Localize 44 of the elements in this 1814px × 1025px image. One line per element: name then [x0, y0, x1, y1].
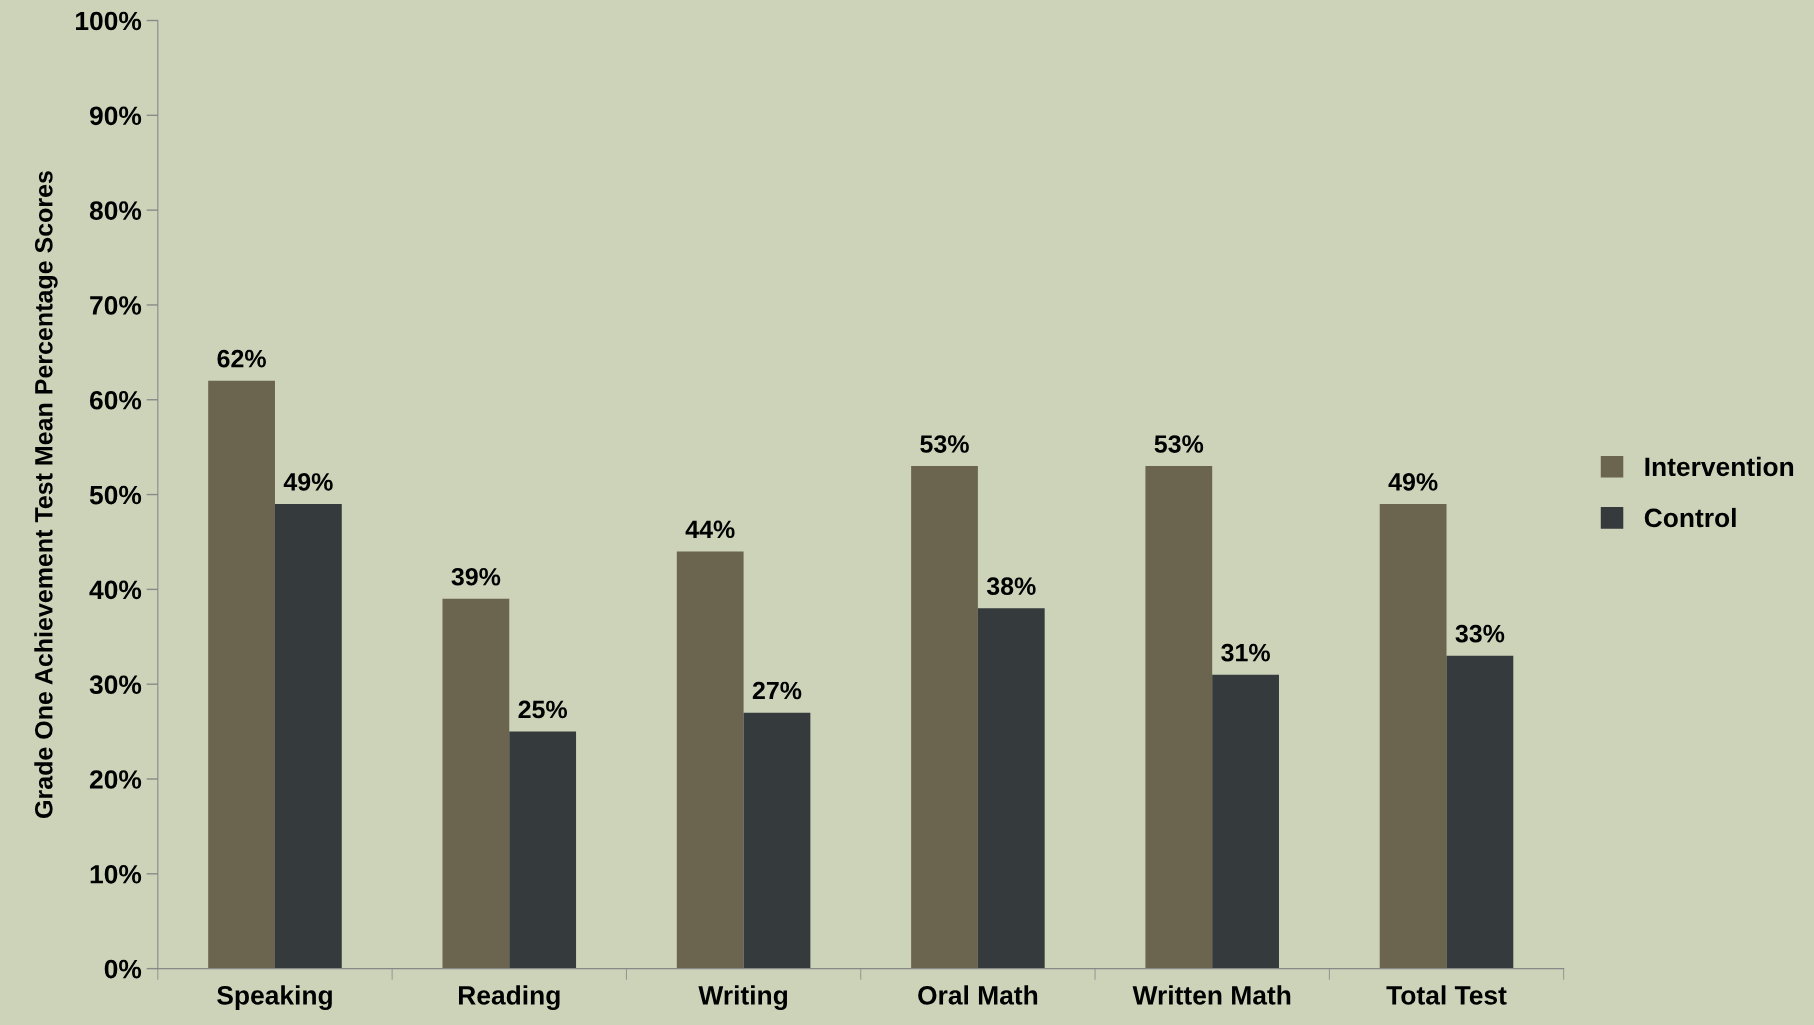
y-tick-label: 90%: [89, 106, 142, 126]
y-tick-label: 50%: [89, 485, 142, 505]
bar: [442, 598, 510, 969]
bar: [1145, 466, 1213, 969]
x-tick-label: Reading: [459, 985, 560, 1011]
text: 25%: [518, 700, 568, 719]
text: 39%: [451, 567, 501, 586]
y-tick-label: 0%: [104, 959, 142, 979]
text: 49%: [283, 473, 333, 491]
legend-label: Intervention: [1645, 456, 1794, 477]
text: 53%: [1154, 435, 1204, 453]
y-tick-label: 100%: [76, 11, 142, 31]
bar: [911, 466, 978, 969]
y-tick-label: 10%: [90, 864, 142, 884]
text: 31%: [1221, 643, 1270, 662]
text: 44%: [685, 520, 735, 539]
y-axis-title: Grade One Achievement Test Mean Percentage Scores: [34, 171, 58, 818]
y-tick-label: 20%: [89, 770, 142, 789]
y-tick-label: 40%: [89, 580, 142, 600]
text: 49%: [1388, 473, 1438, 491]
text: 38%: [986, 577, 1036, 596]
bar: [743, 712, 811, 969]
y-tick-label: 30%: [89, 675, 142, 695]
text: 33%: [1455, 624, 1505, 643]
bar: [977, 608, 1045, 969]
bar: [274, 504, 342, 969]
y-tick-label: 80%: [89, 201, 142, 220]
x-tick-label: Oral Math: [918, 985, 1038, 1005]
text: 27%: [752, 681, 802, 700]
bar: [208, 380, 275, 969]
text: 62%: [217, 349, 266, 368]
bar: [509, 731, 577, 969]
x-tick-label: Writing: [698, 985, 788, 1011]
x-tick-label: Total Test: [1386, 985, 1507, 1005]
x-tick-label: Written Math: [1132, 985, 1291, 1005]
bar: [1212, 674, 1279, 969]
y-tick-label: 60%: [90, 390, 142, 410]
bar: [676, 551, 744, 969]
legend-label: Control: [1644, 507, 1736, 528]
bar: [1446, 655, 1514, 969]
text: 53%: [920, 435, 969, 453]
x-tick-label: Speaking: [217, 985, 332, 1011]
bar: [1379, 504, 1447, 969]
y-tick-label: 70%: [90, 296, 142, 315]
